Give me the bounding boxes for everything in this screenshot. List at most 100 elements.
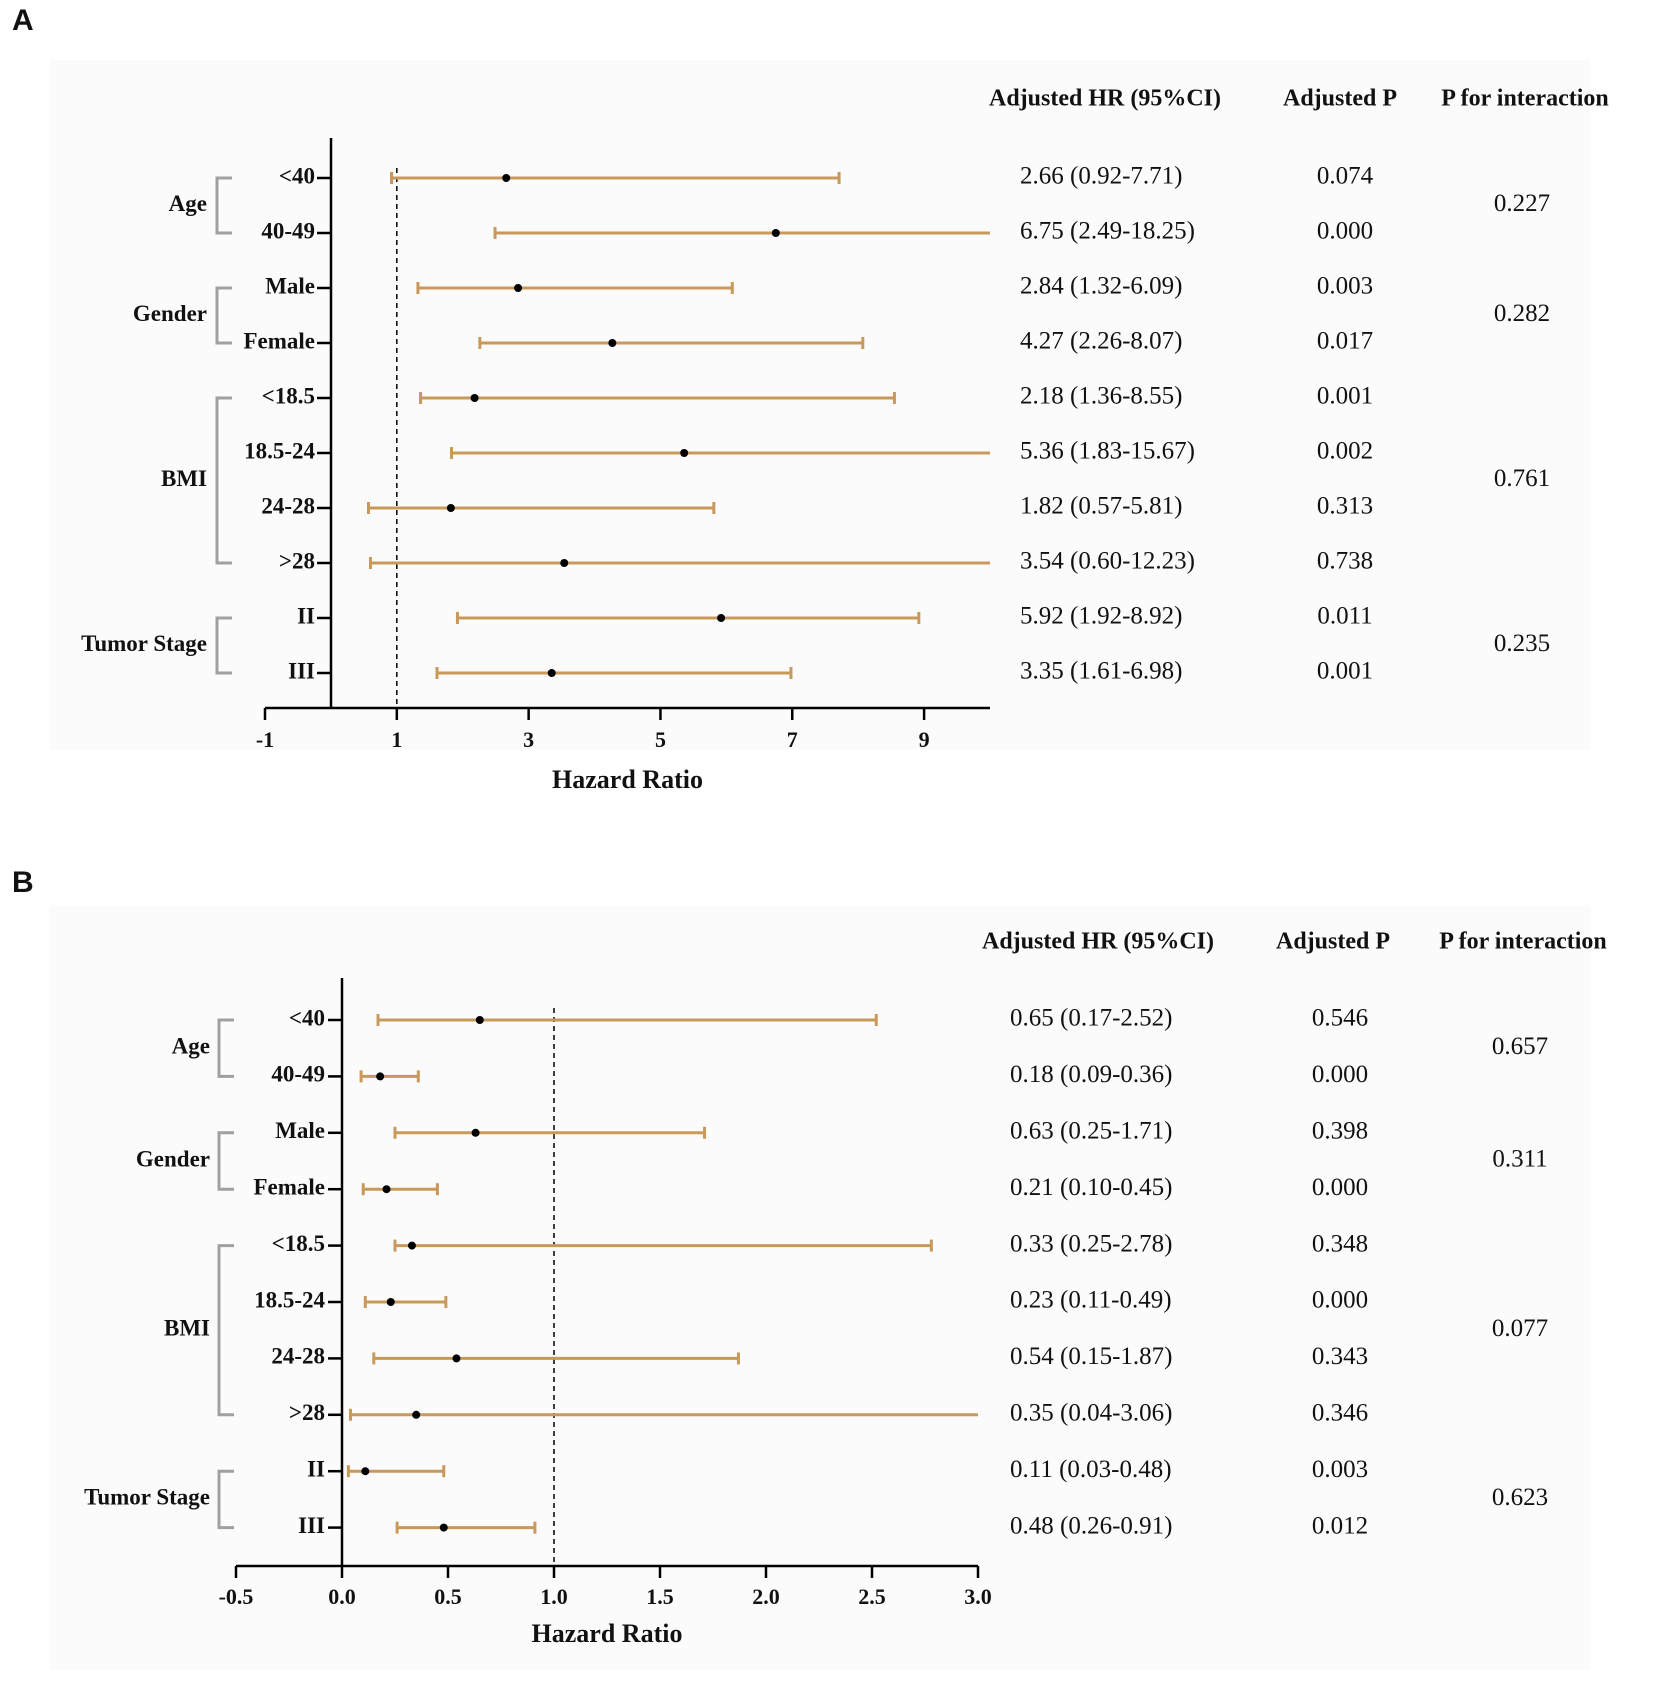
header-adjusted-hr: Adjusted HR (95%CI) bbox=[982, 929, 1214, 955]
hr-point bbox=[471, 1128, 480, 1137]
p-interaction-value: 0.657 bbox=[1492, 1033, 1548, 1060]
x-tick-label: 0.0 bbox=[328, 1584, 356, 1609]
hr-point bbox=[560, 559, 569, 567]
p-value: 0.011 bbox=[1317, 603, 1372, 630]
hr-point bbox=[717, 614, 726, 622]
hr-ci-text: 6.75 (2.49-18.25) bbox=[1020, 218, 1195, 245]
p-value: 0.001 bbox=[1317, 658, 1373, 685]
p-value: 0.346 bbox=[1312, 1400, 1368, 1427]
group-bracket bbox=[217, 1244, 234, 1417]
group-bracket bbox=[217, 1018, 234, 1078]
hr-point bbox=[446, 504, 455, 512]
hr-point bbox=[547, 669, 556, 677]
hr-point bbox=[502, 174, 511, 182]
x-tick-label: 3.0 bbox=[964, 1584, 992, 1609]
group-bracket bbox=[215, 286, 232, 345]
p-interaction-value: 0.623 bbox=[1492, 1484, 1548, 1511]
group-label: Gender bbox=[136, 1146, 210, 1171]
hr-ci-text: 2.84 (1.32-6.09) bbox=[1020, 273, 1182, 300]
row-label: <40 bbox=[289, 1005, 325, 1030]
hr-ci-text: 0.48 (0.26-0.91) bbox=[1010, 1512, 1172, 1539]
header-p-interaction: P for interaction bbox=[1441, 86, 1609, 112]
p-value: 0.074 bbox=[1317, 163, 1374, 190]
hr-point bbox=[361, 1467, 370, 1476]
x-axis-title: Hazard Ratio bbox=[532, 1619, 683, 1648]
row-label: <18.5 bbox=[262, 383, 315, 408]
hr-ci-text: 0.21 (0.10-0.45) bbox=[1010, 1174, 1172, 1201]
hr-ci-text: 2.66 (0.92-7.71) bbox=[1020, 163, 1182, 190]
x-tick-label: 1.5 bbox=[646, 1584, 674, 1609]
x-tick-label: 1.0 bbox=[540, 1584, 568, 1609]
hr-point bbox=[608, 339, 617, 347]
p-value: 0.546 bbox=[1312, 1005, 1368, 1032]
row-label: II bbox=[297, 603, 315, 628]
p-value: 0.313 bbox=[1317, 493, 1373, 520]
row-label: >28 bbox=[279, 548, 315, 573]
hr-ci-text: 5.92 (1.92-8.92) bbox=[1020, 603, 1182, 630]
p-value: 0.003 bbox=[1317, 273, 1373, 300]
hr-point bbox=[386, 1298, 395, 1306]
x-tick-label: -0.5 bbox=[219, 1584, 254, 1609]
x-tick-label: 5 bbox=[655, 727, 666, 752]
row-label: Female bbox=[253, 1174, 325, 1199]
row-label: 24-28 bbox=[271, 1344, 325, 1369]
p-value: 0.003 bbox=[1312, 1456, 1368, 1483]
p-value: 0.000 bbox=[1317, 218, 1373, 245]
header-adjusted-p: Adjusted P bbox=[1283, 86, 1397, 112]
hr-point bbox=[680, 449, 689, 457]
p-value: 0.012 bbox=[1312, 1512, 1368, 1539]
x-tick-label: 3 bbox=[523, 727, 534, 752]
hr-point bbox=[771, 229, 780, 237]
row-label: Male bbox=[265, 273, 315, 298]
p-value: 0.343 bbox=[1312, 1343, 1368, 1370]
panel-letter: A bbox=[12, 4, 34, 37]
row-label: Female bbox=[243, 328, 315, 353]
x-axis-title: Hazard Ratio bbox=[552, 765, 703, 794]
group-label: Age bbox=[169, 191, 207, 216]
group-bracket bbox=[217, 1469, 234, 1530]
row-label: <40 bbox=[279, 163, 315, 188]
p-interaction-value: 0.282 bbox=[1494, 300, 1550, 327]
group-label: BMI bbox=[164, 1315, 210, 1340]
hr-ci-text: 0.33 (0.25-2.78) bbox=[1010, 1230, 1172, 1257]
row-label: <18.5 bbox=[272, 1231, 325, 1256]
panel-b: B Adjusted HR (95%CI) Adjusted P P for inte… bbox=[12, 866, 1607, 1670]
hr-ci-text: 0.35 (0.04-3.06) bbox=[1010, 1400, 1172, 1427]
p-value: 0.000 bbox=[1312, 1174, 1368, 1201]
row-label: III bbox=[288, 658, 315, 683]
hr-ci-text: 3.54 (0.60-12.23) bbox=[1020, 548, 1195, 575]
p-value: 0.000 bbox=[1312, 1287, 1368, 1314]
x-tick-label: 0.5 bbox=[434, 1584, 462, 1609]
hr-point bbox=[475, 1016, 484, 1024]
row-label: 40-49 bbox=[261, 218, 315, 243]
hr-ci-text: 0.63 (0.25-1.71) bbox=[1010, 1118, 1172, 1145]
p-interaction-value: 0.227 bbox=[1494, 190, 1550, 217]
group-label: Age bbox=[172, 1033, 210, 1058]
p-value: 0.002 bbox=[1317, 438, 1373, 465]
group-bracket bbox=[217, 1131, 234, 1191]
x-tick-label: 2.0 bbox=[752, 1584, 780, 1609]
row-label: Male bbox=[275, 1118, 325, 1143]
x-tick-label: 9 bbox=[919, 727, 930, 752]
row-label: 18.5-24 bbox=[244, 438, 315, 463]
hr-ci-text: 1.82 (0.57-5.81) bbox=[1020, 493, 1182, 520]
row-label: II bbox=[307, 1456, 325, 1481]
x-tick-label: 7 bbox=[787, 727, 798, 752]
hr-ci-text: 5.36 (1.83-15.67) bbox=[1020, 438, 1195, 465]
row-label: >28 bbox=[289, 1400, 325, 1425]
hr-ci-text: 2.18 (1.36-8.55) bbox=[1020, 383, 1182, 410]
x-tick-label: 2.5 bbox=[858, 1584, 886, 1609]
header-p-interaction: P for interaction bbox=[1439, 929, 1607, 955]
p-value: 0.738 bbox=[1317, 548, 1373, 575]
hr-point bbox=[452, 1354, 461, 1363]
header-adjusted-p: Adjusted P bbox=[1276, 929, 1390, 955]
p-interaction-value: 0.761 bbox=[1494, 465, 1550, 492]
group-bracket bbox=[215, 616, 232, 675]
panel-a: A Adjusted HR (95%CI) Adjusted P P for inte… bbox=[12, 4, 1609, 794]
hr-ci-text: 0.11 (0.03-0.48) bbox=[1010, 1456, 1172, 1483]
p-interaction-value: 0.235 bbox=[1494, 630, 1550, 657]
row-label: 24-28 bbox=[261, 493, 315, 518]
p-value: 0.017 bbox=[1317, 328, 1373, 355]
hr-ci-text: 0.54 (0.15-1.87) bbox=[1010, 1343, 1172, 1370]
